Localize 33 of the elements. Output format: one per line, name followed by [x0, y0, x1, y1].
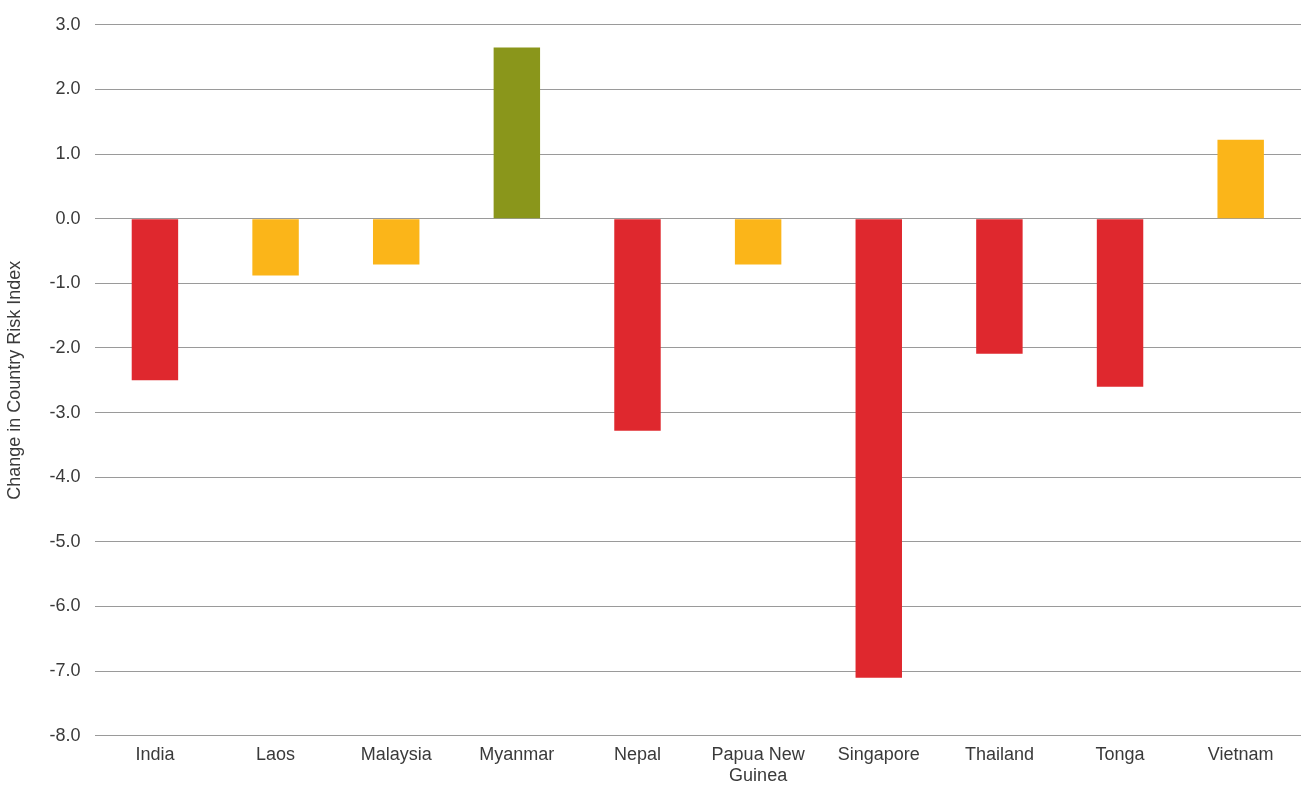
x-tick-label: Vietnam	[1207, 743, 1274, 764]
y-tick-label: -7.0	[49, 660, 81, 681]
y-tick-label: -4.0	[49, 466, 81, 487]
bar	[252, 219, 299, 276]
y-tick-label: -2.0	[49, 336, 81, 357]
x-tick-label: Singapore	[837, 743, 920, 764]
y-axis-title: Change in Country Risk Index	[3, 260, 24, 500]
y-tick-label: 3.0	[55, 13, 81, 34]
y-tick-label: -8.0	[49, 724, 81, 745]
x-tick-label: Tonga	[1095, 743, 1146, 764]
bar	[976, 219, 1023, 354]
x-tick-label: Malaysia	[360, 743, 433, 764]
bar	[1096, 219, 1144, 387]
x-tick-label: Papua New Guinea	[711, 743, 806, 786]
x-tick-label: Nepal	[613, 743, 661, 764]
bar	[855, 219, 902, 678]
x-tick-label: India	[135, 743, 176, 764]
x-tick-label: Laos	[256, 743, 296, 764]
y-tick-label: -1.0	[49, 272, 81, 293]
x-tick-label: Thailand	[964, 743, 1034, 764]
bar	[1217, 139, 1264, 219]
y-tick-label: -6.0	[49, 595, 81, 616]
y-tick-label: 2.0	[55, 78, 81, 99]
y-tick-label: -5.0	[49, 530, 81, 551]
bar	[614, 219, 661, 431]
y-tick-label: -3.0	[49, 401, 81, 422]
bar	[372, 219, 420, 265]
y-tick-label: 1.0	[55, 143, 81, 164]
bar	[131, 219, 179, 381]
bar	[734, 219, 782, 265]
y-tick-label: 0.0	[55, 207, 81, 228]
x-tick-label: Myanmar	[479, 743, 555, 764]
bar	[493, 47, 541, 219]
